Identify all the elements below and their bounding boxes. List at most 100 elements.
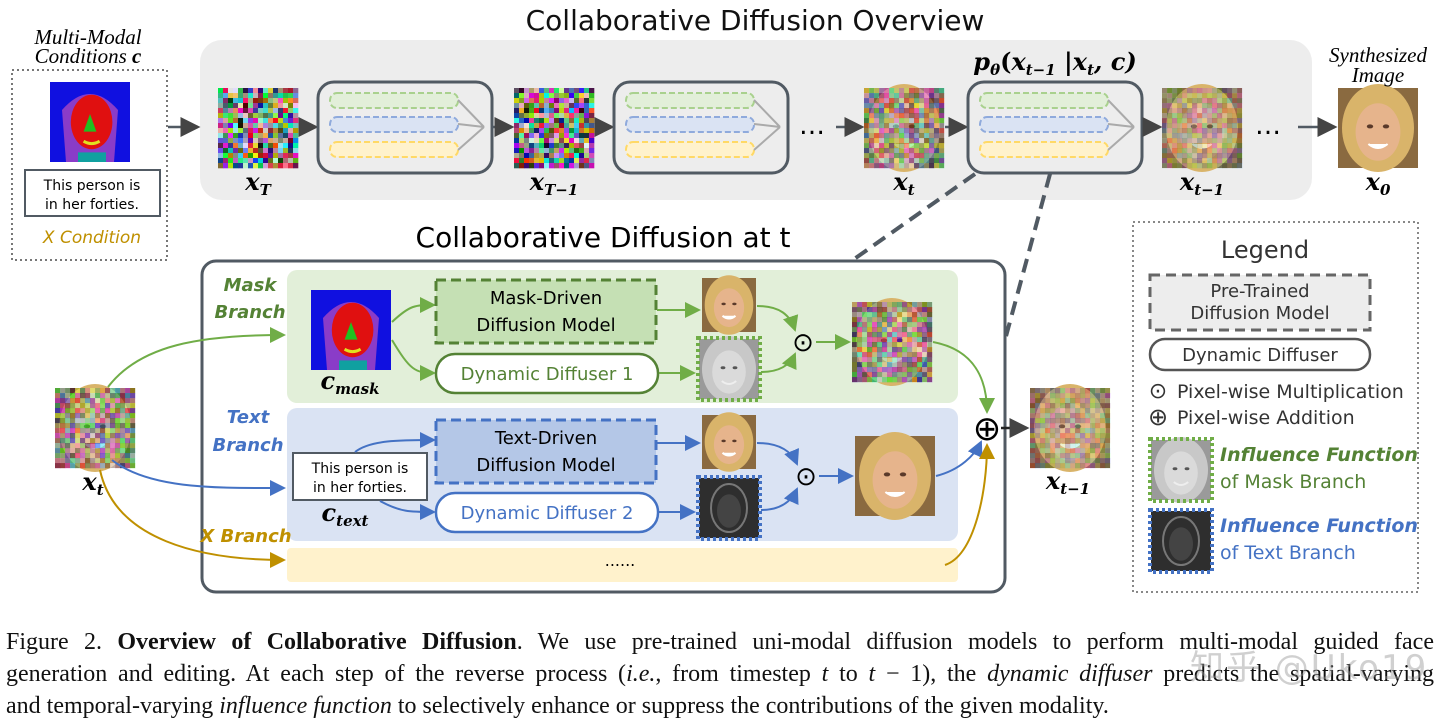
legend-text-influence-label-2: of Text Branch [1220,542,1356,564]
legend-pretrained-swatch [1148,273,1372,332]
dynamic-diffuser-2-label: Dynamic Diffuser 2 [461,503,634,524]
c-text-label: ctext [322,498,369,530]
caption-line: generation and editing. At each step of … [6,658,1434,690]
arrow [354,432,436,453]
mask-influence-border [696,336,762,402]
text-model-output [702,412,756,472]
text-condition-line: This person is [311,461,409,477]
ellipsis: … [1255,111,1281,141]
text-condition-line: in her forties. [45,197,139,213]
x-condition-label: X Condition [42,228,141,248]
label-x-t: xt [892,167,914,199]
caption-italic: i.e. [626,661,656,687]
dynamic-diffuser-1 [434,352,660,395]
text-condition-box [24,169,161,217]
label-x-t-1: xt−1 [1179,167,1224,199]
arrow-to-mask-branch [107,327,286,388]
image-x-T [218,88,299,169]
watermark: 知乎 @Uko19 [1190,648,1429,688]
legend-dynamic-label: Dynamic Diffuser [1182,345,1338,366]
caption-text: − 1), the [875,661,988,687]
mask-condition-image [50,82,130,162]
output-x-t-1-image [1030,384,1111,472]
legend-dynamic-swatch [1148,337,1372,372]
arrow-to-x-branch [99,469,286,568]
legend-pretrained-label: Pre-Trained [1210,281,1309,302]
multiplication-op-icon: ⊙ [792,328,814,358]
synthesized-image [1338,84,1418,172]
text-influence-map [699,478,759,538]
mask-model-label: Mask-Driven [490,288,602,309]
caption-line: Figure 2. Overview of Collaborative Diff… [6,626,1434,658]
label-x-0: x0 [1365,167,1391,199]
image-x-t [864,84,945,172]
legend: Legend Pre-Trained Diffusion Model Dynam… [1132,221,1419,593]
mask-model-label-2: Diffusion Model [476,315,615,336]
caption-text: predicts the spatial-varying [1152,661,1435,687]
c-mask-label: cmask [320,366,379,398]
multiplication-op-icon: ⊙ [795,462,817,492]
text-condition-box [292,452,428,501]
diagram: Collaborative Diffusion Overview Multi-M… [11,4,1427,594]
caption-italic: t [868,661,876,687]
output-x-t-1-label: xt−1 [1045,466,1090,498]
text-branch-label: Text [227,407,271,428]
image-x-T-1 [514,88,595,169]
legend-mask-influence-border [1148,437,1214,503]
legend-mult-label: Pixel-wise Multiplication [1177,381,1404,403]
caption-text: to selectively enhance or suppress the c… [391,693,1109,719]
ellipsis: … [799,111,825,141]
caption-text: and temporal-varying [6,693,220,719]
mask-image [311,290,391,370]
arrow [391,339,436,381]
figure-caption: Figure 2. Overview of Collaborative Diff… [6,626,1434,722]
text-branch-label-2: Branch [212,435,283,456]
denoise-step-block-t [966,80,1144,175]
label-x-T-1: xT−1 [529,167,578,199]
text-influence-border [696,475,762,541]
mask-branch-label: Mask [224,275,278,296]
conditions-title-2: Conditions c [35,44,142,68]
caption-italic: t [821,661,829,687]
legend-text-influence-border [1148,508,1214,574]
legend-pretrained-label-2: Diffusion Model [1190,303,1329,324]
mask-influence-map [699,336,759,402]
x-branch-dots: ...... [605,551,636,570]
legend-mask-influence-label: Influence Function [1220,444,1418,466]
text-condition-line: This person is [43,178,141,194]
denoise-step-block [612,80,790,175]
legend-title: Legend [1221,236,1309,264]
mask-branch-result [852,298,933,386]
arrow [932,341,995,414]
caption-text: to [828,661,869,687]
mask-driven-diffusion-model [434,278,658,345]
conditions-box [11,69,168,261]
at-t-title: Collaborative Diffusion at t [416,221,791,254]
legend-text-influence-image [1151,511,1211,571]
caption-line: and temporal-varying influence function … [6,690,1434,722]
conditions-title: Multi-Modal [33,25,141,49]
text-model-label-2: Diffusion Model [476,455,615,476]
caption-italic: influence function [219,693,392,719]
caption-bold: Overview of Collaborative Diffusion [117,629,517,655]
zoom-connector [848,172,977,264]
dynamic-diffuser-2 [434,491,660,534]
caption-text: , from timestep [655,661,822,687]
image-x-t-1 [1162,84,1243,172]
step-formula: pθ(xt−1 |xt, c) [973,47,1136,79]
synthesized-label-2: Image [1351,63,1404,87]
caption-text: Figure 2. [6,629,118,655]
dynamic-diffuser-1-label: Dynamic Diffuser 1 [461,364,634,385]
overview-title: Collaborative Diffusion Overview [526,4,985,37]
x-branch-label: X Branch [199,526,291,547]
arrow [391,297,436,323]
caption-text: . We use pre-trained uni-modal diffusion… [516,629,1434,655]
caption-italic: dynamic diffuser [987,661,1153,687]
text-driven-diffusion-model [434,418,658,485]
arrow [760,352,797,373]
text-branch-result [855,432,935,520]
arrow [756,305,799,332]
zoom-connector [1003,173,1052,341]
denoise-step-block [316,80,494,175]
text-condition-line: in her forties. [313,480,407,496]
